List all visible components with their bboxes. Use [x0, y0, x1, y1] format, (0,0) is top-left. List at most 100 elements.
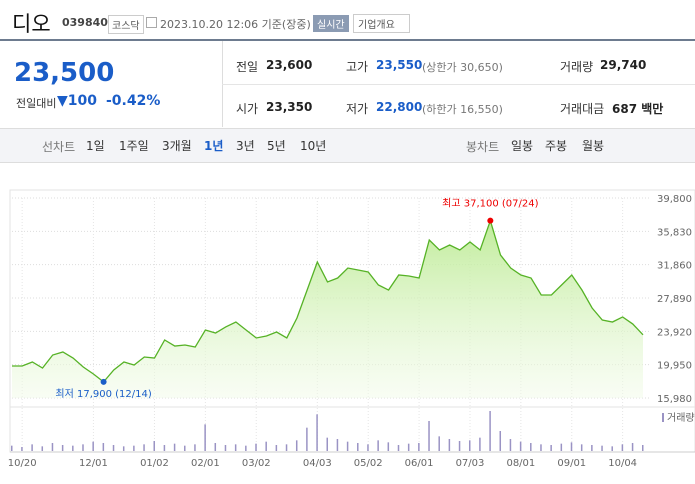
candle-tab[interactable]: 주봉: [545, 139, 568, 153]
x-tick-label: 01/02: [140, 458, 169, 469]
volume-bar: [184, 445, 186, 451]
divider: [0, 39, 695, 41]
volume-bar: [621, 444, 624, 451]
period-tab[interactable]: 1년: [204, 139, 224, 153]
volume-bar: [224, 445, 227, 451]
volume-bar: [428, 421, 430, 451]
stock-name: 디오: [12, 12, 51, 36]
volume-bar: [367, 444, 369, 451]
stat-value: 22,800: [376, 100, 423, 114]
stat-label: 거래량: [560, 60, 594, 74]
change-label: 전일대비: [16, 97, 57, 110]
volume-bar: [61, 445, 64, 451]
period-tab[interactable]: 3년: [236, 139, 255, 153]
volume-bar: [153, 441, 155, 451]
x-tick-label: 05/02: [354, 458, 383, 469]
change-value: 100: [67, 93, 98, 109]
volume-bar: [295, 440, 298, 451]
volume-bar: [194, 444, 196, 451]
volume-bar: [642, 445, 644, 451]
volume-bar: [468, 440, 471, 451]
x-tick-label: 07/03: [456, 458, 485, 469]
stat-value: 687 백만: [612, 102, 664, 116]
volume-bar: [204, 424, 206, 451]
realtime-badge: 실시간: [313, 15, 349, 32]
volume-bar: [112, 445, 115, 451]
stat-value: 23,600: [266, 58, 313, 72]
volume-bar: [173, 443, 176, 451]
volume-bar: [143, 444, 145, 451]
period-tab[interactable]: 10년: [300, 139, 327, 153]
x-tick-label: 10/20: [8, 458, 37, 469]
volume-bar: [499, 431, 502, 451]
volume-bar: [489, 411, 491, 451]
volume-bar: [519, 441, 522, 451]
volume-bar: [82, 444, 84, 451]
volume-bar: [51, 443, 54, 451]
volume-bar: [214, 443, 217, 451]
volume-bar: [580, 444, 583, 451]
y-tick-label: 35,830: [657, 227, 692, 238]
volume-bar: [245, 445, 247, 451]
x-tick-label: 08/01: [506, 458, 535, 469]
x-tick-label: 02/01: [191, 458, 220, 469]
y-tick-label: 23,920: [657, 327, 692, 338]
stat-label: 전일: [236, 60, 259, 74]
volume-bar: [407, 443, 410, 451]
current-price: 23,500: [14, 58, 115, 88]
line-tab-label: 선차트: [42, 140, 76, 154]
volume-bar: [357, 443, 359, 451]
x-tick-label: 04/03: [303, 458, 332, 469]
volume-bar: [591, 445, 593, 451]
volume-bar: [550, 445, 552, 451]
y-tick-label: 19,950: [657, 361, 692, 372]
volume-bar: [133, 445, 135, 451]
high-point: [487, 217, 494, 224]
volume-bar: [285, 444, 288, 451]
volume-bar: [479, 437, 481, 451]
volume-bar: [102, 443, 105, 451]
volume-bar: [234, 444, 237, 451]
company-info-button[interactable]: 기업개요: [353, 14, 410, 33]
stat-label: 저가: [346, 102, 369, 116]
period-tab[interactable]: 5년: [267, 139, 286, 153]
low-point: [100, 378, 107, 385]
volume-bar: [418, 443, 420, 451]
volume-bar: [326, 437, 328, 451]
volume-bar: [458, 441, 461, 451]
y-tick-label: 39,800: [657, 194, 692, 205]
stock-code: 039840: [62, 16, 108, 29]
volume-bar: [346, 441, 349, 451]
volume-bar: [316, 414, 318, 451]
y-tick-label: 27,890: [657, 294, 692, 305]
volume-bar: [601, 445, 603, 451]
calendar-icon: [146, 17, 157, 28]
volume-bar: [41, 446, 44, 451]
volume-bar: [92, 441, 94, 451]
volume-bar: [31, 444, 33, 451]
x-tick-label: 03/02: [242, 458, 271, 469]
x-tick-label: 09/01: [557, 458, 586, 469]
period-tab[interactable]: 3개월: [162, 139, 192, 153]
volume-bar: [163, 445, 166, 451]
volume-bar: [265, 441, 267, 451]
change: ▼100: [57, 93, 98, 109]
stat-value: 23,550: [376, 58, 423, 72]
stat-value: 29,740: [600, 58, 647, 72]
volume-bar: [306, 427, 308, 451]
market-badge: 코스닥: [108, 15, 144, 34]
volume-bar: [122, 446, 125, 451]
high-label: 최고 37,100 (07/24): [442, 198, 538, 210]
candle-tab[interactable]: 월봉: [582, 139, 605, 153]
stat-label: 고가: [346, 60, 369, 74]
period-tab[interactable]: 1주일: [119, 139, 149, 153]
volume-bar: [387, 442, 390, 451]
period-tab[interactable]: 1일: [86, 139, 105, 153]
candle-tab[interactable]: 일봉: [511, 139, 534, 153]
volume-bar: [336, 439, 339, 451]
x-tick-label: 10/04: [608, 458, 637, 469]
price-area: [12, 220, 643, 398]
low-label: 최저 17,900 (12/14): [55, 388, 151, 400]
volume-bar: [72, 445, 74, 451]
